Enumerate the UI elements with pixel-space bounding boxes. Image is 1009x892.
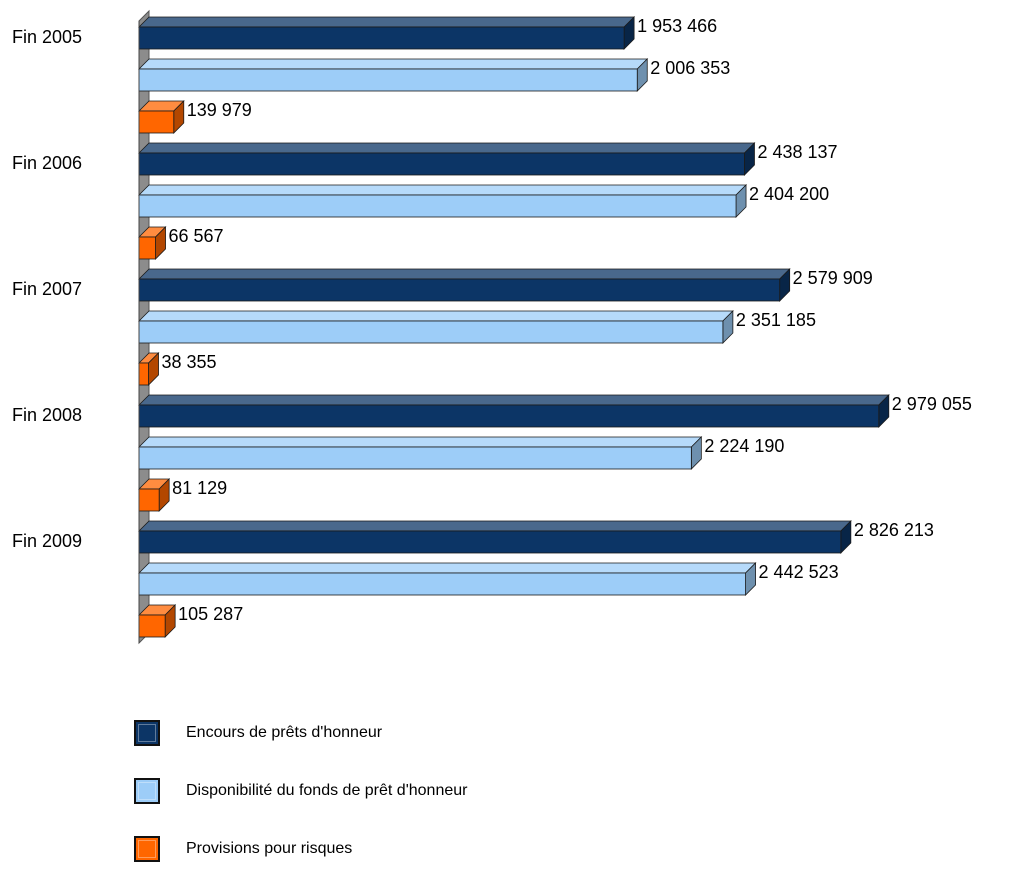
bar-top-s1-2 bbox=[138, 310, 734, 322]
legend-item-provisions: Provisions pour risques bbox=[134, 834, 467, 864]
legend-swatch-provisions bbox=[134, 836, 160, 862]
bar-top-s1-0 bbox=[138, 58, 649, 70]
bar-top-s0-0 bbox=[138, 16, 636, 28]
data-label-s2-3: 81 129 bbox=[172, 478, 227, 498]
data-label-s0-1: 2 438 137 bbox=[757, 142, 837, 162]
data-label-s0-3: 2 979 055 bbox=[892, 394, 972, 414]
data-label-s2-0: 139 979 bbox=[187, 100, 252, 120]
bar-top-s1-1 bbox=[138, 184, 748, 196]
bar-s2-4 bbox=[138, 614, 166, 638]
category-label-1: Fin 2006 bbox=[12, 153, 82, 173]
data-label-s1-2: 2 351 185 bbox=[736, 310, 816, 330]
bar-top-s1-3 bbox=[138, 436, 703, 448]
bar-s0-0 bbox=[138, 26, 625, 50]
data-label-s0-0: 1 953 466 bbox=[637, 16, 717, 36]
legend-label-encours: Encours de prêts d'honneur bbox=[186, 724, 383, 741]
bar-top-s0-2 bbox=[138, 268, 791, 280]
data-label-s0-2: 2 579 909 bbox=[793, 268, 873, 288]
category-label-2: Fin 2007 bbox=[12, 279, 82, 299]
legend: Encours de prêts d'honneur Disponibilité… bbox=[134, 718, 467, 892]
bar-s0-4 bbox=[138, 530, 842, 554]
legend-label-disponibilite: Disponibilité du fonds de prêt d'honneur bbox=[186, 782, 468, 799]
category-label-4: Fin 2009 bbox=[12, 531, 82, 551]
legend-label-provisions: Provisions pour risques bbox=[186, 840, 353, 857]
bar-top-s1-4 bbox=[138, 562, 757, 574]
bar-s2-3 bbox=[138, 488, 160, 512]
bar-top-s0-3 bbox=[138, 394, 890, 406]
bar-s2-2 bbox=[138, 362, 149, 386]
bar-s1-0 bbox=[138, 68, 638, 92]
data-label-s2-1: 66 567 bbox=[169, 226, 224, 246]
bar-s1-1 bbox=[138, 194, 737, 218]
bar-s1-2 bbox=[138, 320, 724, 344]
category-label-3: Fin 2008 bbox=[12, 405, 82, 425]
legend-item-disponibilite: Disponibilité du fonds de prêt d'honneur bbox=[134, 776, 467, 806]
data-label-s1-3: 2 224 190 bbox=[704, 436, 784, 456]
bar-s0-1 bbox=[138, 152, 745, 176]
data-label-s2-4: 105 287 bbox=[178, 604, 243, 624]
legend-swatch-disponibilite bbox=[134, 778, 160, 804]
data-label-s1-4: 2 442 523 bbox=[759, 562, 839, 582]
legend-swatch-encours bbox=[134, 720, 160, 746]
data-label-s1-1: 2 404 200 bbox=[749, 184, 829, 204]
category-label-0: Fin 2005 bbox=[12, 27, 82, 47]
bar-top-s0-1 bbox=[138, 142, 756, 154]
data-label-s1-0: 2 006 353 bbox=[650, 58, 730, 78]
data-label-s0-4: 2 826 213 bbox=[854, 520, 934, 540]
bar-chart: Fin 2005 1 953 466 2 006 353 139 979 Fin 200… bbox=[12, 9, 972, 645]
bar-s0-2 bbox=[138, 278, 781, 302]
data-label-s2-2: 38 355 bbox=[162, 352, 217, 372]
bar-top-s0-4 bbox=[138, 520, 852, 532]
bar-s2-1 bbox=[138, 236, 156, 260]
bar-s1-4 bbox=[138, 572, 746, 596]
legend-item-encours: Encours de prêts d'honneur bbox=[134, 718, 467, 748]
bar-s1-3 bbox=[138, 446, 692, 470]
bar-s0-3 bbox=[138, 404, 880, 428]
bar-s2-0 bbox=[138, 110, 175, 134]
